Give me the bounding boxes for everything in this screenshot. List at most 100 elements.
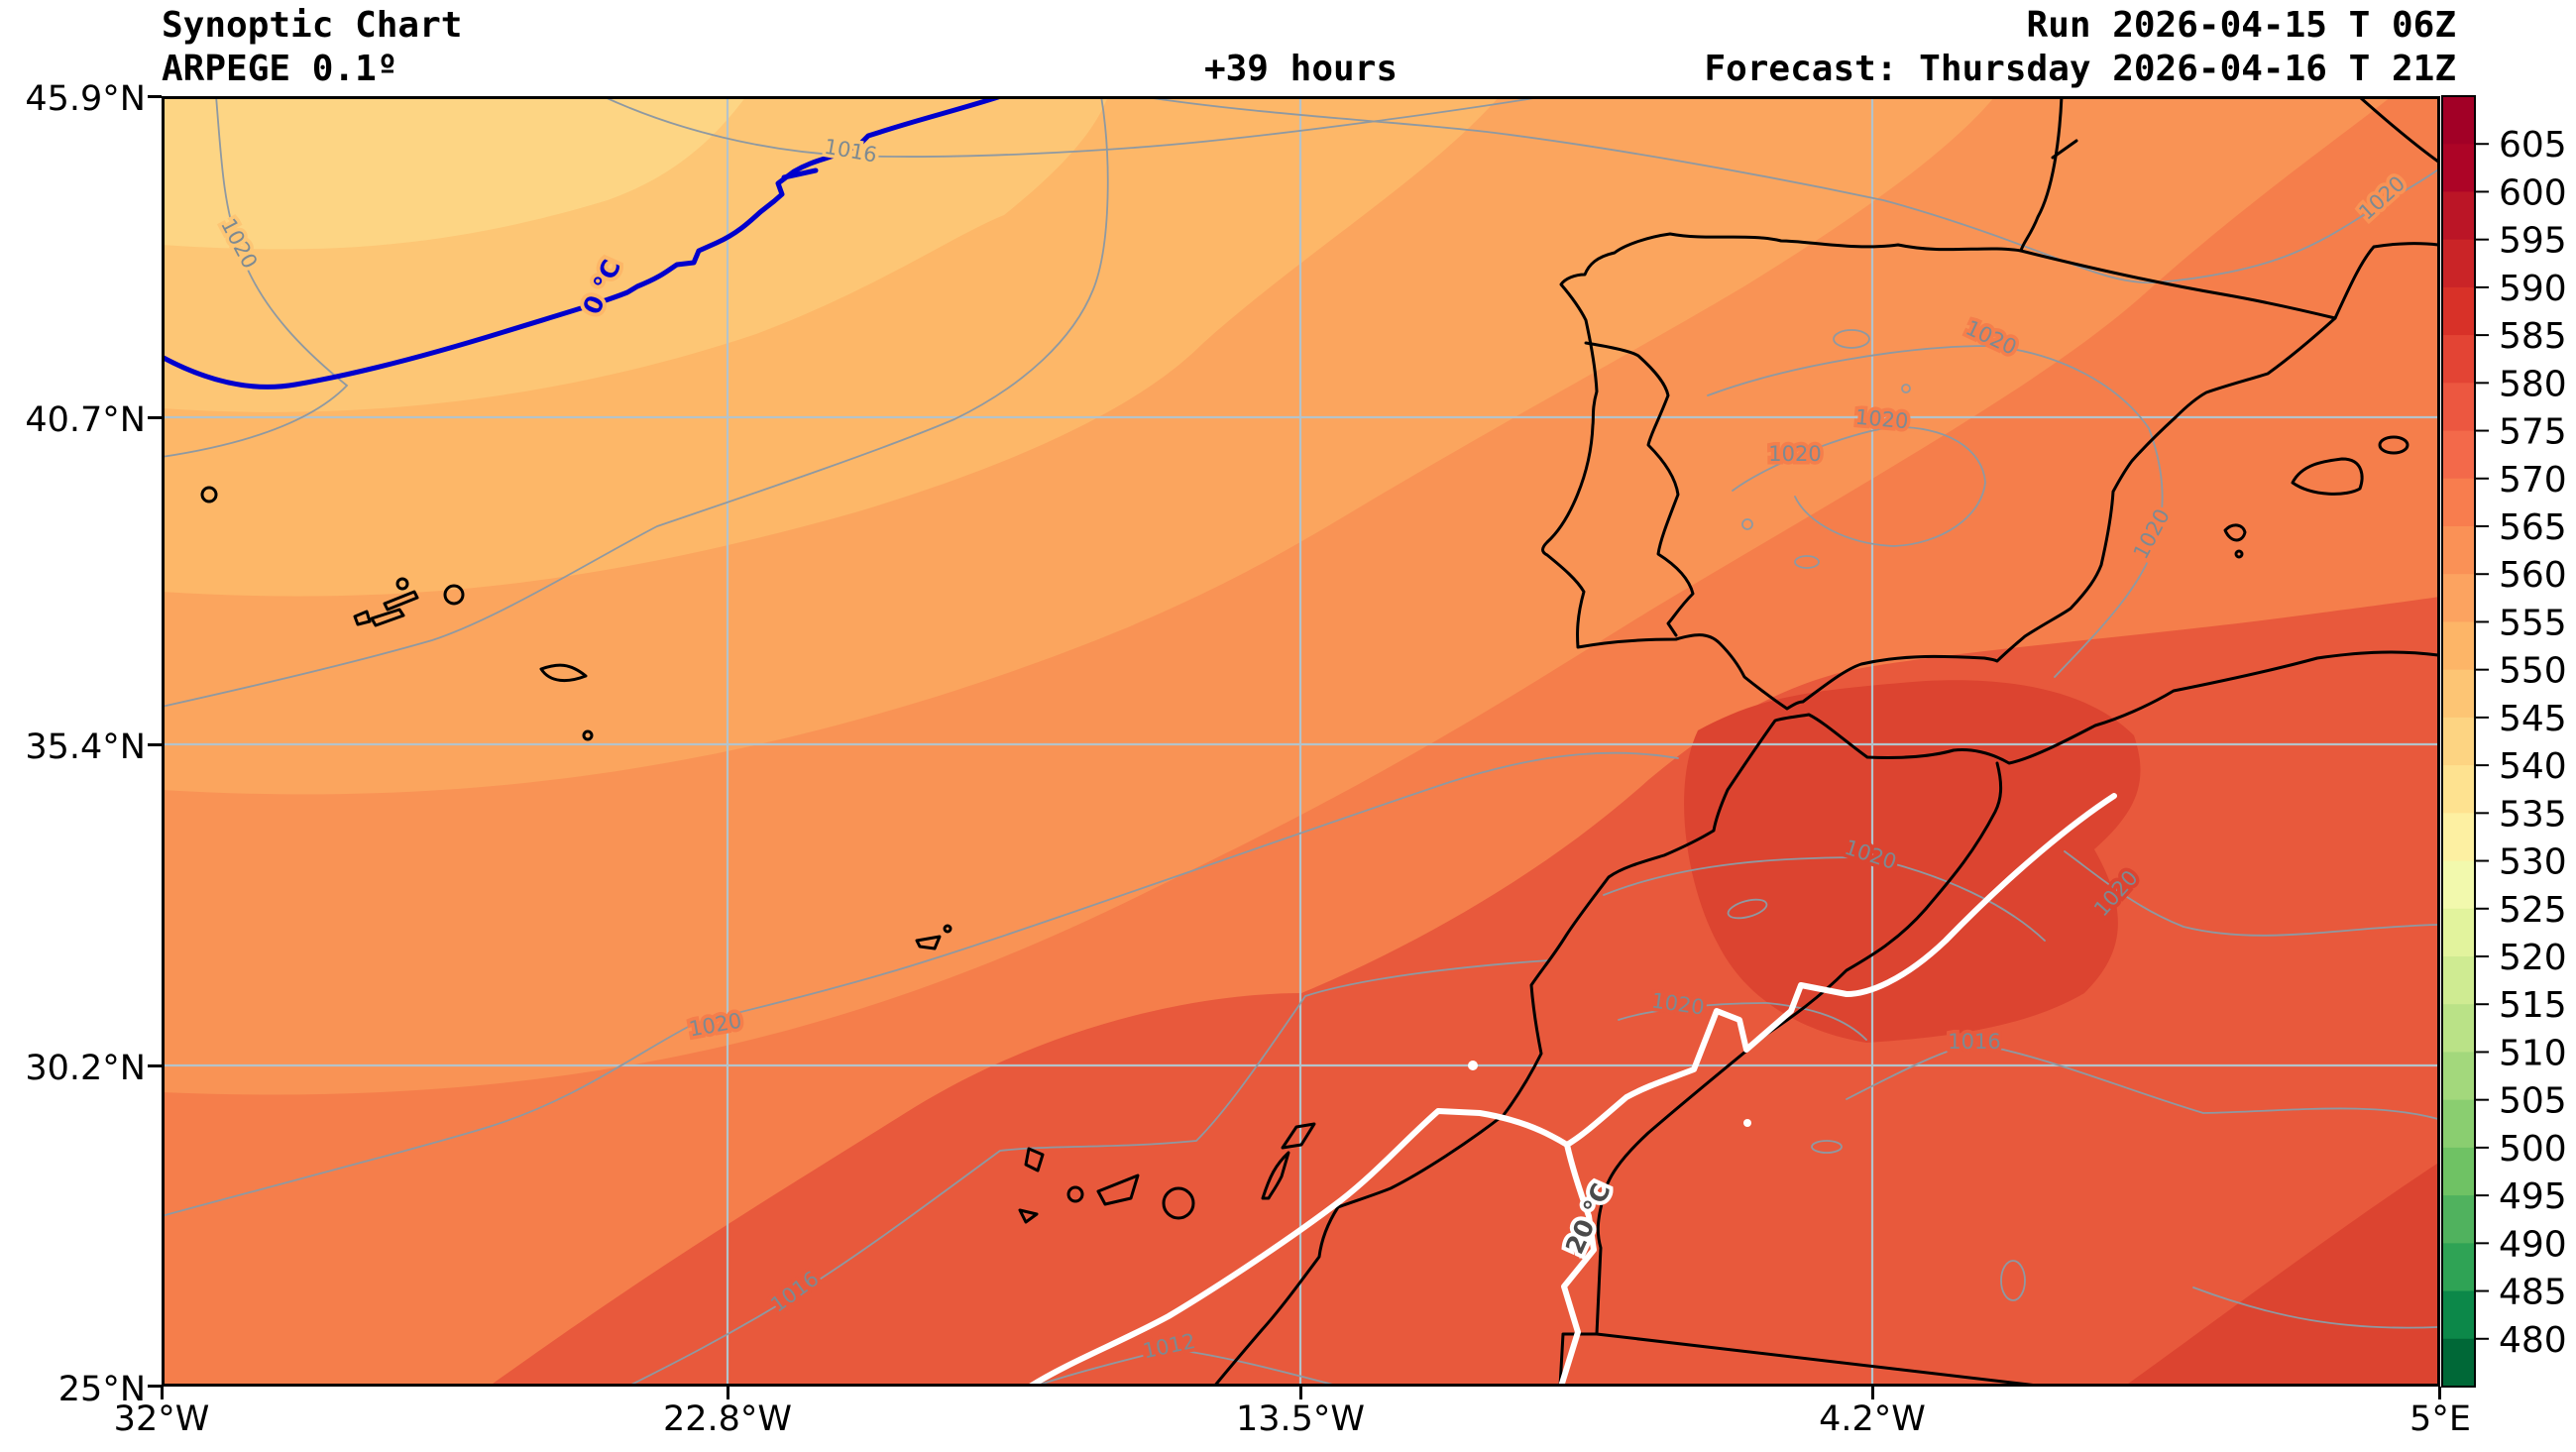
map-canvas: 1020 1016 1020 1020 1020 1020 1020 1020 … (162, 96, 2440, 1387)
island-ibiza (2223, 523, 2247, 542)
lon-tick-5e: 5°E (2409, 1399, 2471, 1439)
colorbar-tick-label: 570 (2499, 460, 2567, 501)
lon-tick-4-2w: 4.2°W (1819, 1399, 1926, 1439)
border-portugal-spain (1584, 341, 1695, 637)
colorbar-band (2442, 335, 2475, 384)
island-lanzarote (1281, 1122, 1316, 1150)
island-gran-canaria (1162, 1186, 1195, 1220)
island-formentera (2234, 549, 2244, 559)
colorbar-tick-label: 545 (2499, 699, 2567, 739)
isobars (162, 96, 2439, 1387)
svg-text:1020: 1020 (1768, 442, 1821, 466)
island-la-palma (1024, 1147, 1045, 1173)
colorbar-band (2442, 1338, 2475, 1388)
colorbar-tick-label: 510 (2499, 1033, 2567, 1073)
coast-iberia (1541, 96, 2440, 711)
colorbar-band (2442, 717, 2475, 766)
lat-tick-30-2n: 30.2°N (25, 1049, 146, 1088)
lead-time-label: +39 hours (1203, 49, 1399, 89)
lat-tick-25n: 25°N (57, 1370, 146, 1409)
island-santa-maria (582, 729, 594, 741)
colorbar-tick-label: 565 (2499, 507, 2567, 548)
lat-tick-40-7n: 40.7°N (25, 400, 146, 440)
colorbar-band (2442, 478, 2475, 527)
colorbar-tick-label: 535 (2499, 794, 2567, 835)
colorbar-tick-label: 600 (2499, 172, 2567, 213)
island-tenerife (1096, 1173, 1140, 1206)
colorbar-tick-label: 595 (2499, 221, 2567, 262)
island-fuerteventura (1261, 1151, 1290, 1200)
lon-tick-13-5w: 13.5°W (1235, 1399, 1366, 1439)
fill-band-s1 (162, 96, 746, 250)
island-porto-santo (943, 924, 952, 934)
border-wsahara-mauritania (1595, 1332, 2048, 1387)
colorbar-tick-label: 550 (2499, 651, 2567, 692)
colorbar-band (2442, 1004, 2475, 1054)
colorbar-tick-label: 490 (2499, 1224, 2567, 1265)
colorbar-tick-label: 495 (2499, 1176, 2567, 1217)
x-tickmark (727, 1387, 729, 1399)
colorbar-band (2442, 621, 2475, 671)
colorbar-band (2442, 1195, 2475, 1244)
colorbar-band (2442, 239, 2475, 288)
border-wsahara-west (1558, 1332, 1599, 1387)
colorbar-band (2442, 526, 2475, 575)
model-label: ARPEGE 0.1º (162, 49, 398, 89)
colorbar-tick-label: 575 (2499, 412, 2567, 453)
coast-africa (1212, 650, 2440, 1387)
colorbar-band (2442, 1243, 2475, 1292)
colorbar-tick-label: 605 (2499, 125, 2567, 166)
colorbar-band (2442, 96, 2475, 145)
colorbar-tick-label: 530 (2499, 842, 2567, 883)
fill-corner-d2 (2124, 1162, 2440, 1387)
y-tickmark (148, 416, 162, 419)
colorbar-tick-label: 515 (2499, 985, 2567, 1026)
x-tickmark (161, 1387, 164, 1399)
island-terceira (443, 584, 465, 606)
colorbar-band (2442, 813, 2475, 862)
x-tickmark (2438, 1387, 2441, 1399)
colorbar-band (2442, 908, 2475, 957)
border-pyrenees (2019, 249, 2337, 320)
colorbar-tick-label: 505 (2499, 1081, 2567, 1122)
colorbar-band (2442, 765, 2475, 814)
y-tickmark (148, 1064, 162, 1067)
island-menorca (2378, 435, 2409, 455)
svg-text:1016: 1016 (1948, 1030, 2000, 1054)
lon-tick-22-8w: 22.8°W (662, 1399, 793, 1439)
coastlines (200, 96, 2440, 1387)
coast-france-med (2359, 96, 2440, 164)
island-faial (353, 610, 372, 626)
colorbar-band (2442, 144, 2475, 193)
coast-gironde (2051, 139, 2078, 160)
colorbar-band (2442, 191, 2475, 241)
colorbar-band (2442, 956, 2475, 1005)
colorbar-band (2442, 669, 2475, 719)
graticule (162, 96, 2440, 1387)
colorbar-tick-label: 560 (2499, 555, 2567, 596)
colorbar-band (2442, 1147, 2475, 1196)
y-tickmark (148, 743, 162, 746)
colorbar-tick-label: 580 (2499, 364, 2567, 404)
island-graciosa (395, 577, 409, 591)
island-mallorca (2291, 457, 2364, 496)
colorbar-band (2442, 1052, 2475, 1101)
contour-20c (1027, 793, 2117, 1387)
colorbar-band (2442, 860, 2475, 910)
colorbar: 605 600 595 590 585 580 575 570 565 560 555 550 545 5… (2441, 95, 2567, 1388)
island-el-hierro (1018, 1208, 1039, 1224)
lat-tick-35-4n: 35.4°N (25, 727, 146, 767)
svg-text:1020: 1020 (1854, 405, 1909, 434)
colorbar-tick-label: 480 (2499, 1320, 2567, 1361)
colorbar-band (2442, 574, 2475, 623)
map-frame (162, 96, 2440, 1387)
colorbar-tick-label: 525 (2499, 890, 2567, 931)
island-flores (200, 486, 218, 503)
run-label: Run 2026-04-15 T 06Z (2026, 5, 2456, 46)
colorbar-band (2442, 1099, 2475, 1149)
colorbar-tick-label: 500 (2499, 1129, 2567, 1170)
colorbar-tick-label: 485 (2499, 1273, 2567, 1313)
x-tickmark (1299, 1387, 1302, 1399)
y-tickmark (148, 95, 162, 98)
